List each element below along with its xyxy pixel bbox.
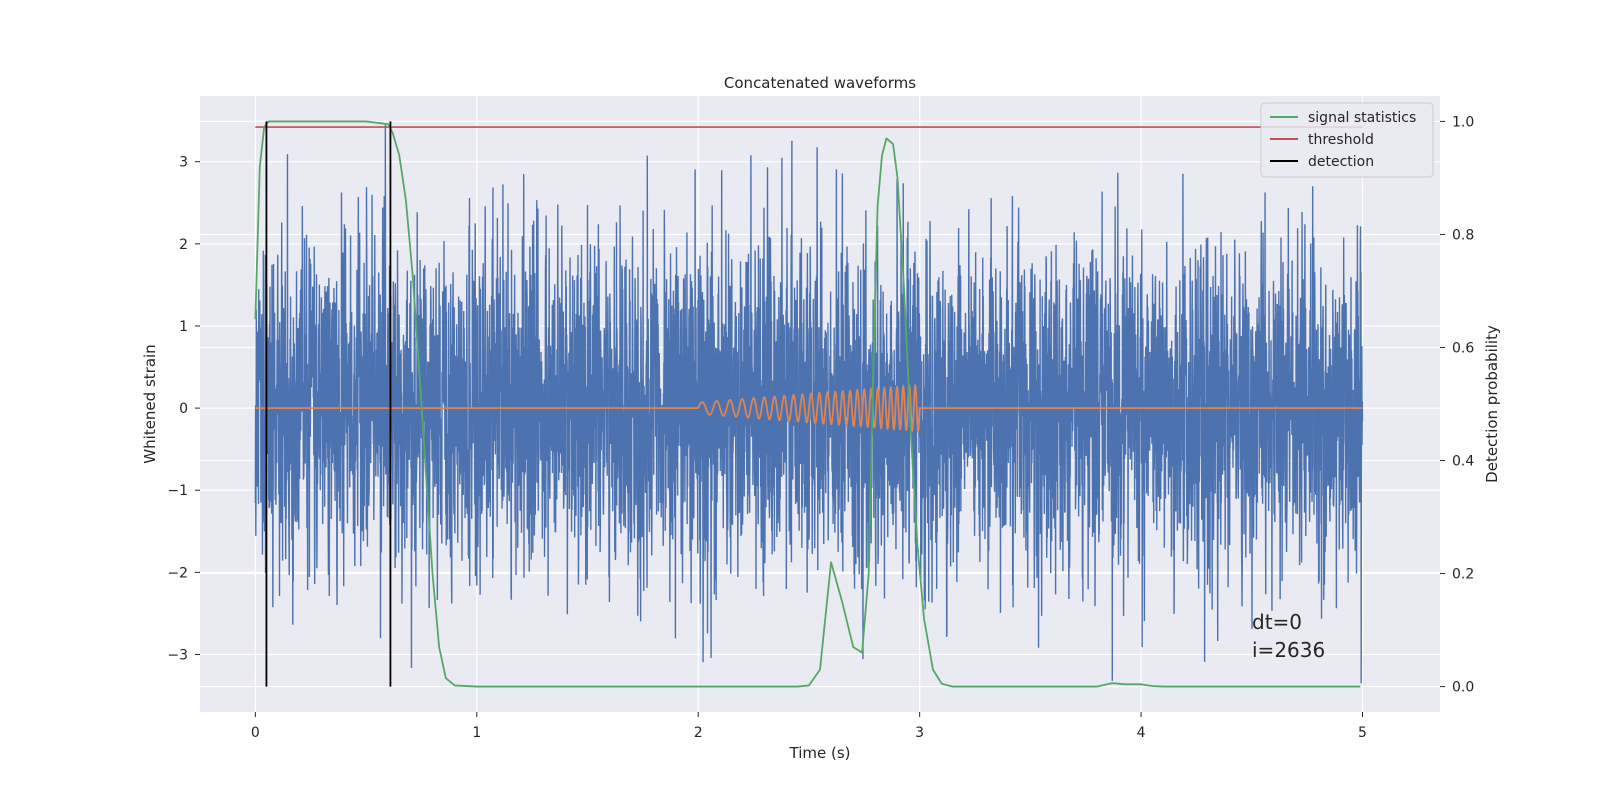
noise-trace (254, 124, 1364, 684)
legend: signal statistics threshold detection (1260, 102, 1434, 178)
y-axis-title: Whitened strain (141, 344, 159, 463)
y2-tick-label: 0.8 (1452, 227, 1474, 243)
chirp-waveform-line (255, 383, 1363, 434)
y-tick-label: −3 (167, 648, 188, 664)
y-tick-label: 3 (179, 155, 188, 171)
series-layer (254, 120, 1364, 688)
x-axis-title: Time (s) (789, 744, 851, 762)
x-tick-label: 1 (472, 725, 481, 741)
y2-tick-label: 0.0 (1452, 680, 1474, 696)
legend-box (1260, 102, 1434, 178)
y-tick-label: 1 (179, 319, 188, 335)
annotation-index: i=2636 (1252, 638, 1325, 662)
x-tick-label: 2 (694, 725, 703, 741)
y-tick-label: −2 (167, 565, 188, 581)
signal-statistics-line (254, 120, 1361, 688)
axes-layer: 0 1 2 3 4 5 −3 −2 −1 0 1 2 3 0.0 0.2 0.4 0.6 0.8 1.0 (167, 114, 1474, 741)
y2-axis-title: Detection probability (1483, 325, 1501, 483)
y-tick-label: −1 (167, 483, 188, 499)
y-tick-label: 2 (179, 237, 188, 253)
legend-label-detection: detection (1308, 154, 1374, 170)
x-tick-label: 5 (1358, 725, 1367, 741)
legend-label-signal-statistics: signal statistics (1308, 110, 1416, 126)
annotation: dt=0 i=2636 (1252, 610, 1325, 662)
x-tick-label: 4 (1137, 725, 1146, 741)
x-tick-label: 0 (251, 725, 260, 741)
y2-tick-label: 1.0 (1452, 114, 1474, 130)
y2-tick-label: 0.6 (1452, 340, 1474, 356)
y-tick-label: 0 (179, 401, 188, 417)
chart-title: Concatenated waveforms (724, 74, 916, 92)
legend-label-threshold: threshold (1308, 132, 1374, 148)
x-tick-label: 3 (915, 725, 924, 741)
y2-tick-label: 0.4 (1452, 454, 1474, 470)
y2-tick-label: 0.2 (1452, 567, 1474, 583)
annotation-dt: dt=0 (1252, 610, 1302, 634)
